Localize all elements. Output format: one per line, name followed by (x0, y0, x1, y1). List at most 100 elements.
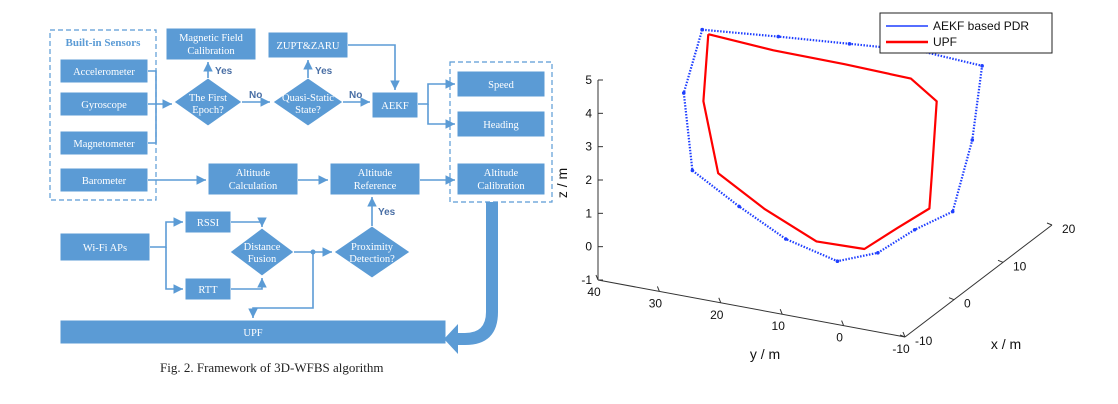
x-tick-mark (899, 334, 906, 338)
no-label-1: No (249, 90, 262, 101)
magnetometer-node: Magnetometer (59, 130, 149, 156)
series-point (835, 259, 840, 264)
yes-label-2: Yes (315, 66, 333, 77)
wifi-node: Wi-Fi APs (59, 232, 151, 262)
rssi-label: RSSI (197, 218, 220, 229)
z-tick-label: 5 (585, 73, 592, 87)
output-group-box (449, 61, 553, 203)
legend-label-aekf: AEKF based PDR (933, 19, 1029, 33)
barometer-label: Barometer (82, 176, 127, 187)
legend-box (879, 12, 1053, 54)
zupt-label: ZUPT&ZARU (277, 41, 340, 52)
magnetic-calibration-label-1: Magnetic Field (179, 33, 244, 44)
y-tick-label: 30 (649, 296, 663, 310)
speed-node: Speed (456, 70, 546, 98)
altitude-calculation-label-2: Calculation (229, 181, 278, 192)
series-point (970, 138, 975, 142)
altitude-reference-label-1: Altitude (358, 168, 393, 179)
x-tick-mark (948, 297, 955, 301)
heading-node: Heading (456, 110, 546, 138)
speed-label: Speed (488, 80, 514, 91)
series-point (847, 42, 852, 46)
y-tick-label: 0 (836, 331, 843, 345)
z-tick-label: 4 (585, 106, 592, 120)
heading-label: Heading (483, 120, 519, 131)
first-epoch-label-1: The First (189, 93, 227, 104)
z-tick-label: -1 (581, 273, 592, 287)
altitude-calibration-node: Altitude Calibration (456, 162, 546, 196)
yes-label-3: Yes (378, 207, 396, 218)
series-point (950, 209, 955, 214)
aekf-label: AEKF (381, 101, 409, 112)
z-tick-label: 2 (585, 173, 592, 187)
z-tick-label: 0 (585, 240, 592, 254)
altitude-calibration-label-2: Calibration (477, 181, 525, 192)
rtt-label: RTT (198, 285, 218, 296)
x-tick-label: 10 (1013, 259, 1027, 273)
y-tick-label: -10 (892, 342, 910, 356)
y-tick-mark (779, 309, 783, 315)
altitude-calculation-label-1: Altitude (236, 168, 271, 179)
quasi-static-decision: Quasi-Static State? (272, 77, 344, 127)
series-point (980, 64, 984, 68)
distance-fusion-label-2: Fusion (248, 254, 277, 265)
series-point (776, 34, 781, 39)
z-axis-label: z / m (554, 168, 570, 198)
y-tick-label: 40 (587, 285, 601, 299)
series-point (912, 227, 917, 232)
proximity-label-2: Detection? (349, 254, 395, 265)
aekf-node: AEKF (371, 91, 419, 119)
sensor-group-box (49, 29, 157, 201)
upf-node: UPF (59, 319, 447, 345)
accelerometer-node: Accelerometer (59, 58, 149, 84)
proximity-detection-decision: Proximity Detection? (333, 225, 411, 279)
series-point (784, 237, 788, 241)
proximity-label-1: Proximity (351, 242, 394, 253)
x-tick-label: -10 (915, 334, 933, 348)
sensor-group-title: Built-in Sensors (66, 37, 142, 49)
y-tick-label: 20 (710, 308, 724, 322)
series-line-1 (702, 33, 938, 251)
upf-label: UPF (243, 328, 262, 339)
connectors (148, 44, 455, 318)
rssi-node: RSSI (184, 210, 232, 234)
z-tick-label: 1 (585, 206, 592, 220)
first-epoch-decision: The First Epoch? (173, 77, 243, 127)
x-tick-label: 20 (1062, 222, 1076, 236)
first-epoch-label-2: Epoch? (192, 105, 224, 116)
wifi-label: Wi-Fi APs (83, 243, 127, 254)
magnetometer-label: Magnetometer (73, 139, 135, 150)
yes-label-1: Yes (215, 66, 233, 77)
chart-legend: AEKF based PDR UPF (879, 12, 1053, 54)
series-point (690, 168, 695, 173)
y-tick-mark (718, 297, 722, 303)
rtt-node: RTT (184, 277, 232, 301)
x-tick-mark (997, 259, 1004, 263)
y-tick-label: 10 (772, 319, 786, 333)
quasi-static-label-1: Quasi-Static (282, 93, 334, 104)
quasi-static-label-2: State? (295, 105, 321, 116)
altitude-reference-label-2: Reference (354, 181, 397, 192)
flowchart: Built-in Sensors Accelerometer Gyroscope… (49, 27, 553, 375)
altitude-reference-node: Altitude Reference (329, 162, 421, 196)
altitude-calculation-node: Altitude Calculation (207, 162, 299, 196)
altitude-calibration-label-1: Altitude (484, 168, 519, 179)
feedback-arrow (444, 202, 498, 354)
gyroscope-node: Gyroscope (59, 91, 149, 117)
x-axis-line (904, 224, 1053, 338)
barometer-node: Barometer (59, 167, 149, 193)
series-point (876, 251, 880, 255)
accelerometer-label: Accelerometer (73, 67, 135, 78)
series-line-0 (682, 28, 984, 263)
y-tick-mark (841, 320, 845, 326)
no-label-2: No (349, 90, 362, 101)
magnetic-calibration-node: Magnetic Field Calibration (165, 27, 257, 61)
y-tick-mark (595, 274, 599, 281)
y-tick-mark (656, 286, 660, 292)
legend-label-upf: UPF (933, 35, 957, 49)
z-tick-label: 3 (585, 140, 592, 154)
